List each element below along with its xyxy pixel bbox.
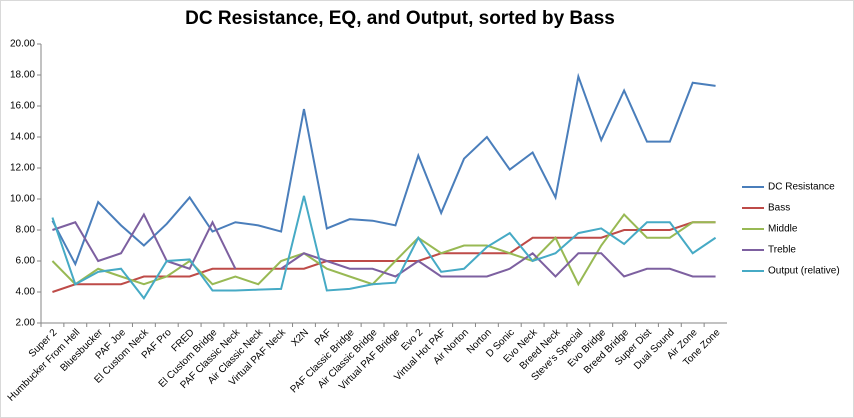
chart-title: DC Resistance, EQ, and Output, sorted by… bbox=[185, 8, 615, 29]
series-line bbox=[52, 212, 716, 278]
legend-label: Output (relative) bbox=[768, 266, 840, 277]
series-line bbox=[51, 72, 716, 267]
y-tick-label: 12.00 bbox=[10, 163, 35, 174]
series-line bbox=[52, 221, 716, 293]
y-tick-label: 6.00 bbox=[16, 256, 36, 267]
y-tick-label: 16.00 bbox=[10, 101, 35, 112]
y-tick-label: 10.00 bbox=[10, 194, 35, 205]
legend-label: Treble bbox=[768, 245, 796, 256]
y-tick-label: 8.00 bbox=[16, 225, 36, 236]
y-tick-label: 20.00 bbox=[10, 39, 35, 50]
series-line bbox=[51, 195, 717, 300]
legend-label: Middle bbox=[768, 224, 798, 235]
legend-label: DC Resistance bbox=[768, 182, 835, 193]
y-tick-label: 2.00 bbox=[16, 318, 36, 329]
legend-label: Bass bbox=[768, 203, 790, 214]
y-tick-label: 18.00 bbox=[10, 70, 35, 81]
y-tick-label: 14.00 bbox=[10, 132, 35, 143]
y-tick-label: 4.00 bbox=[16, 287, 36, 298]
